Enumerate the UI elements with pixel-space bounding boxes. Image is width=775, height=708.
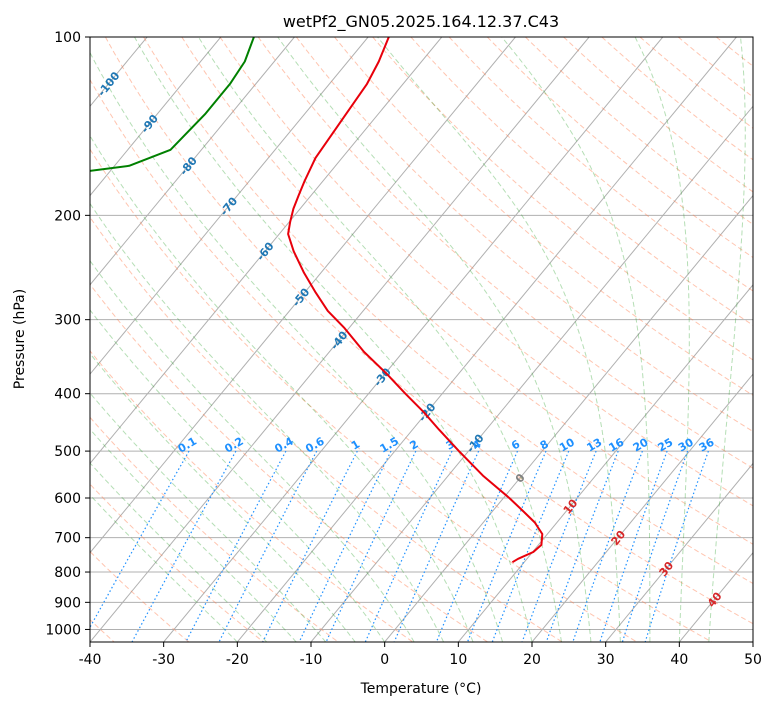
dry-adiabat-line xyxy=(295,37,753,433)
dry-adiabat-line xyxy=(90,216,563,642)
isotherm-line xyxy=(90,37,516,554)
x-tick-label: -20 xyxy=(226,652,249,668)
x-axis-label: Temperature (°C) xyxy=(360,681,482,697)
isotherm-line xyxy=(531,373,753,642)
isotherm-line xyxy=(163,37,664,642)
mixing-ratio-line xyxy=(185,450,287,642)
moist-adiabat-line xyxy=(90,392,327,642)
moist-adiabat-line xyxy=(277,37,592,642)
chart-title: wetPf2_GN05.2025.164.12.37.C43 xyxy=(283,12,559,32)
x-tick-label: 40 xyxy=(670,652,688,668)
mixing-ratio-line xyxy=(364,450,453,642)
moist-adiabat-line xyxy=(90,352,356,642)
moist-adiabat-line xyxy=(634,37,690,642)
y-tick-label: 600 xyxy=(54,491,81,507)
isotherm-line xyxy=(90,37,590,642)
moist-adiabat-line xyxy=(90,51,503,642)
mixing-ratio-line xyxy=(466,450,547,642)
moist-adiabat-line xyxy=(708,37,746,642)
y-axis-label: Pressure (hPa) xyxy=(12,289,28,389)
y-axis-ticks: 100 200 300 400 500 600 700 800 900 1000 xyxy=(45,30,90,638)
mixing-ratio-line xyxy=(599,450,668,642)
moist-adiabat-line xyxy=(377,37,621,642)
x-tick-label: -40 xyxy=(79,652,102,668)
x-tick-label: 10 xyxy=(449,652,467,668)
dry-adiabat-line xyxy=(181,37,753,545)
dry-adiabat-line xyxy=(486,37,753,259)
x-axis-ticks: -40 -30 -20 -10 0 10 20 30 40 50 xyxy=(79,642,762,668)
moist-adiabat-line xyxy=(134,37,533,642)
dry-adiabat-line xyxy=(219,37,753,507)
x-tick-label: 20 xyxy=(523,652,541,668)
y-tick-label: 500 xyxy=(54,444,81,460)
isotherm-line xyxy=(90,37,222,197)
mixing-ratio-line xyxy=(435,450,519,642)
moist-adiabat-line xyxy=(90,259,415,642)
isotherm-line xyxy=(236,37,737,642)
dry-adiabat-line xyxy=(448,37,753,292)
isotherm-line xyxy=(90,37,295,286)
grid-lines xyxy=(90,37,753,642)
y-tick-label: 100 xyxy=(54,30,81,46)
dry-adiabat-line xyxy=(90,148,638,642)
isotherm-line xyxy=(384,194,753,642)
dry-adiabat-line xyxy=(90,78,712,642)
x-tick-label: 0 xyxy=(380,652,389,668)
moist-adiabat-line xyxy=(501,37,651,642)
x-tick-label: 30 xyxy=(597,652,615,668)
y-tick-label: 700 xyxy=(54,531,81,547)
dry-adiabat-line xyxy=(372,37,753,361)
mixing-ratio-line xyxy=(644,450,709,642)
moist-adiabat-line xyxy=(90,494,238,642)
dry-adiabat-line xyxy=(143,37,753,585)
y-tick-label: 400 xyxy=(54,387,81,403)
x-tick-label: -30 xyxy=(152,652,175,668)
y-tick-label: 200 xyxy=(54,208,81,224)
mixing-ratio-line xyxy=(393,450,480,642)
moist-adiabat-line xyxy=(90,134,474,642)
isotherm-line xyxy=(310,105,753,642)
moist-adiabat-line xyxy=(90,462,268,642)
isotherm-line xyxy=(90,37,443,465)
mixing-ratio-line xyxy=(621,450,689,642)
dry-adiabat-line xyxy=(257,37,753,469)
plot-frame xyxy=(89,36,754,643)
dry-adiabat-line xyxy=(334,37,753,396)
moist-adiabat-line xyxy=(197,37,562,642)
moist-adiabat-line xyxy=(90,309,386,642)
x-tick-label: -10 xyxy=(300,652,323,668)
mixing-ratio-line xyxy=(90,450,190,629)
y-tick-label: 800 xyxy=(54,565,81,581)
mixing-ratio-line xyxy=(131,450,237,642)
isotherm-line xyxy=(90,37,369,375)
x-tick-label: 50 xyxy=(744,652,762,668)
y-tick-label: 1000 xyxy=(45,622,81,638)
moist-adiabat-line xyxy=(90,202,445,642)
mixing-ratio-line xyxy=(298,450,392,642)
y-tick-label: 300 xyxy=(54,313,81,329)
dry-adiabat-line xyxy=(563,37,753,193)
profile-series xyxy=(90,37,544,564)
dry-adiabat-line xyxy=(104,37,753,625)
temperature-profile-line xyxy=(287,37,544,564)
y-tick-label: 900 xyxy=(54,595,81,611)
background-lines xyxy=(90,37,753,642)
isotherm-line xyxy=(605,462,753,642)
moist-adiabat-line xyxy=(90,428,297,642)
